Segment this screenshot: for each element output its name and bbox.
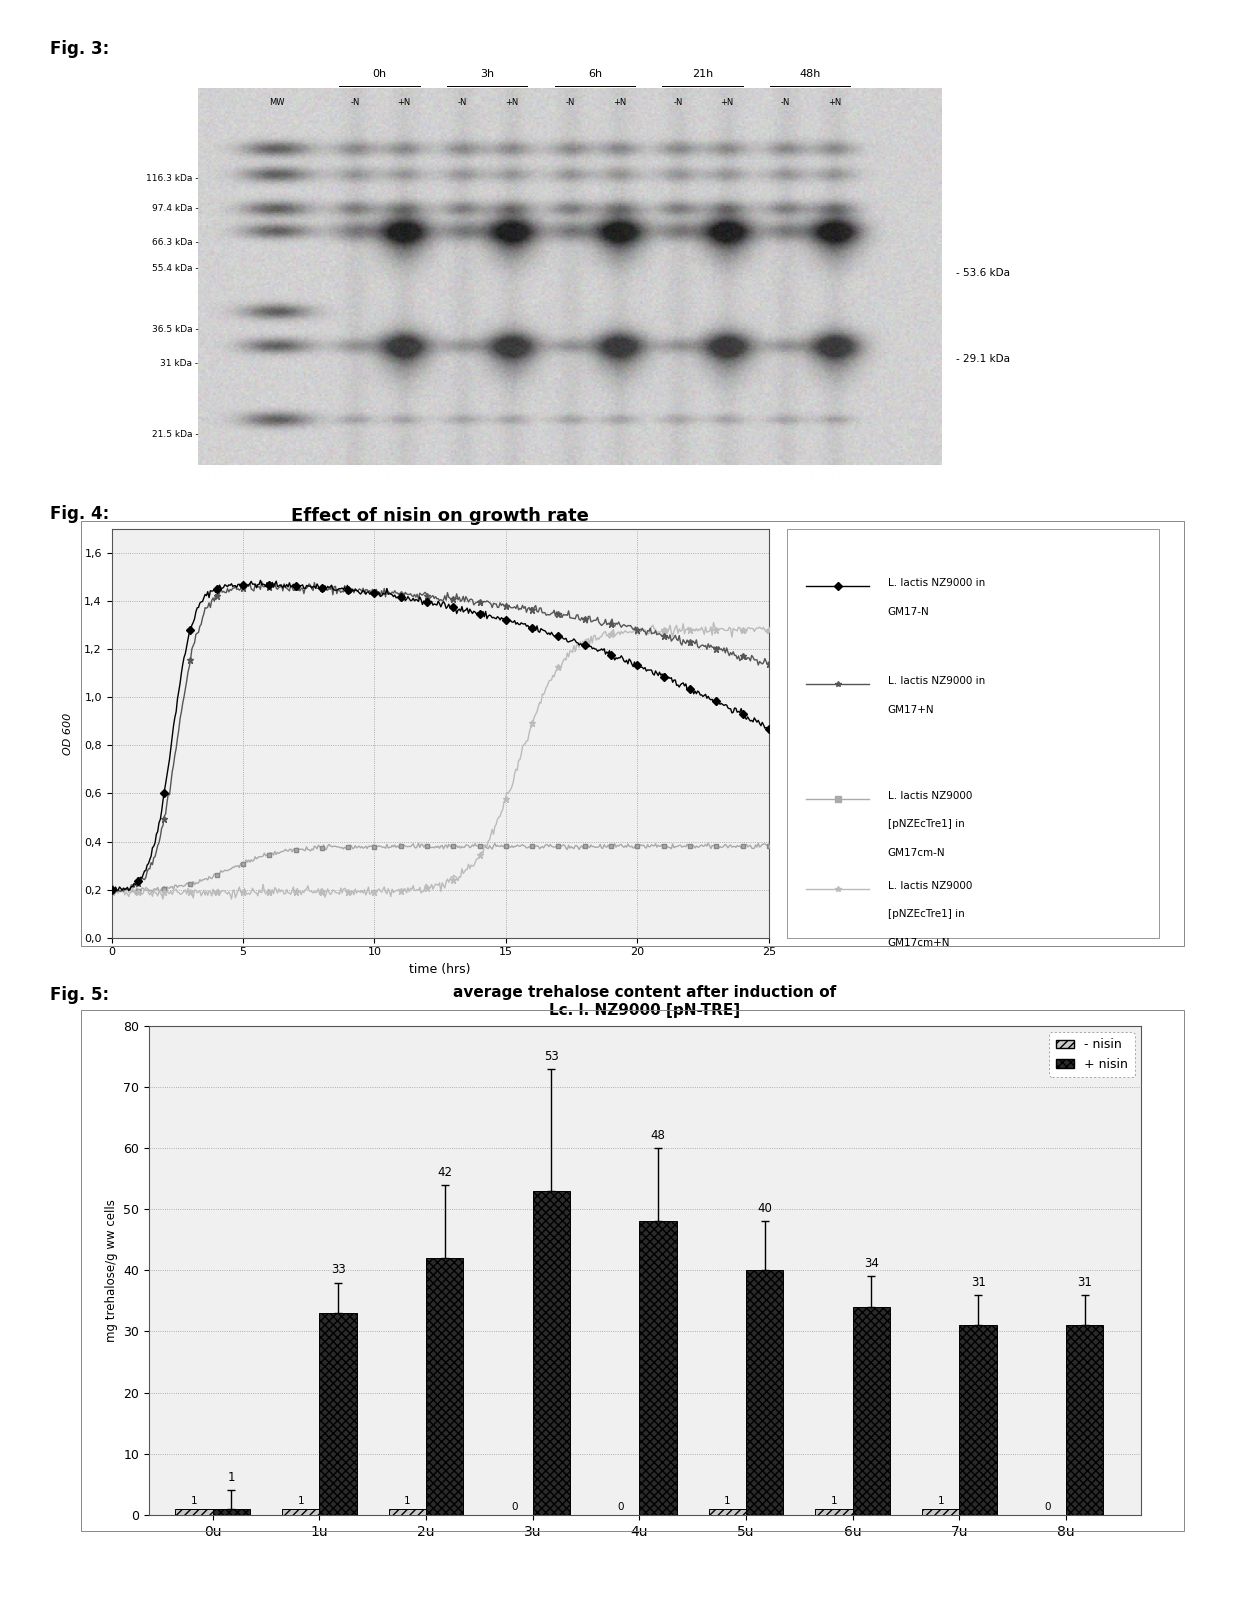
Bar: [816, 1508, 853, 1515]
Text: Fig. 3:: Fig. 3:: [50, 40, 109, 58]
Text: 1: 1: [724, 1496, 730, 1505]
Title: average trehalose content after induction of
Lc. l. NZ9000 [pN-TRE]: average trehalose content after inductio…: [453, 986, 837, 1018]
Text: GM17-N: GM17-N: [888, 606, 930, 617]
Text: 1: 1: [228, 1472, 236, 1484]
Text: [pNZEcTre1] in: [pNZEcTre1] in: [888, 819, 965, 829]
Text: 40: 40: [758, 1202, 773, 1215]
Bar: [176, 1508, 213, 1515]
Bar: [640, 1221, 677, 1515]
Bar: [283, 1508, 320, 1515]
Bar: [1066, 1326, 1104, 1515]
Text: - 29.1 kDa: - 29.1 kDa: [956, 354, 1011, 364]
Text: 21h: 21h: [692, 69, 713, 79]
Text: 48: 48: [651, 1129, 666, 1141]
Text: Fig. 4:: Fig. 4:: [50, 505, 109, 523]
Text: 36.5 kDa -: 36.5 kDa -: [151, 325, 198, 333]
Text: 48h: 48h: [800, 69, 821, 79]
Text: 0: 0: [511, 1502, 517, 1512]
Text: L. lactis NZ9000: L. lactis NZ9000: [888, 790, 972, 800]
Text: -N: -N: [458, 98, 467, 107]
Text: GM17cm-N: GM17cm-N: [888, 848, 945, 858]
Text: 66.3 kDa -: 66.3 kDa -: [151, 239, 198, 247]
Bar: [746, 1270, 784, 1515]
Text: 21.5 kDa -: 21.5 kDa -: [151, 430, 198, 439]
Text: L. lactis NZ9000: L. lactis NZ9000: [888, 880, 972, 891]
Bar: [960, 1326, 997, 1515]
Text: 34: 34: [864, 1257, 879, 1270]
Text: OD 600: OD 600: [63, 713, 73, 755]
Text: 55.4 kDa -: 55.4 kDa -: [151, 264, 198, 274]
Text: 116.3 kDa -: 116.3 kDa -: [146, 175, 198, 183]
Text: 1: 1: [191, 1496, 197, 1505]
Text: -N: -N: [351, 98, 360, 107]
Bar: [320, 1313, 357, 1515]
X-axis label: time (hrs): time (hrs): [409, 963, 471, 976]
Bar: [709, 1508, 746, 1515]
Text: - 53.6 kDa: - 53.6 kDa: [956, 268, 1011, 277]
Text: 1: 1: [937, 1496, 944, 1505]
Text: +N: +N: [828, 98, 842, 107]
Text: 31: 31: [971, 1276, 986, 1289]
Text: 53: 53: [544, 1050, 559, 1063]
Title: Effect of nisin on growth rate: Effect of nisin on growth rate: [291, 507, 589, 524]
Text: 0h: 0h: [372, 69, 387, 79]
Text: MW: MW: [269, 98, 284, 107]
Text: [pNZEcTre1] in: [pNZEcTre1] in: [888, 909, 965, 919]
Text: 33: 33: [331, 1263, 346, 1276]
Text: 97.4 kDa -: 97.4 kDa -: [151, 204, 198, 213]
Text: 31: 31: [1078, 1276, 1092, 1289]
Text: L. lactis NZ9000 in: L. lactis NZ9000 in: [888, 579, 985, 588]
Y-axis label: mg trehalose/g ww cells: mg trehalose/g ww cells: [104, 1199, 118, 1342]
Text: +N: +N: [613, 98, 626, 107]
Text: +N: +N: [397, 98, 410, 107]
Text: 0: 0: [618, 1502, 624, 1512]
Bar: [923, 1508, 960, 1515]
Bar: [427, 1258, 464, 1515]
Text: 3h: 3h: [480, 69, 495, 79]
Bar: [213, 1508, 250, 1515]
Text: 42: 42: [438, 1165, 453, 1178]
Text: L. lactis NZ9000 in: L. lactis NZ9000 in: [888, 676, 985, 686]
Legend: - nisin, + nisin: - nisin, + nisin: [1049, 1032, 1135, 1077]
Text: Fig. 5:: Fig. 5:: [50, 986, 109, 1003]
Text: -N: -N: [781, 98, 790, 107]
Text: -N: -N: [673, 98, 683, 107]
Text: +N: +N: [505, 98, 518, 107]
Text: 1: 1: [298, 1496, 304, 1505]
Text: 31 kDa -: 31 kDa -: [160, 359, 198, 367]
Text: GM17+N: GM17+N: [888, 705, 935, 715]
Text: 1: 1: [831, 1496, 837, 1505]
Text: 1: 1: [404, 1496, 410, 1505]
Text: +N: +N: [720, 98, 734, 107]
Text: GM17cm+N: GM17cm+N: [888, 938, 950, 947]
Text: 0: 0: [1044, 1502, 1050, 1512]
Bar: [389, 1508, 427, 1515]
Bar: [853, 1306, 890, 1515]
Text: -N: -N: [565, 98, 575, 107]
Bar: [533, 1191, 570, 1515]
Text: 6h: 6h: [588, 69, 601, 79]
